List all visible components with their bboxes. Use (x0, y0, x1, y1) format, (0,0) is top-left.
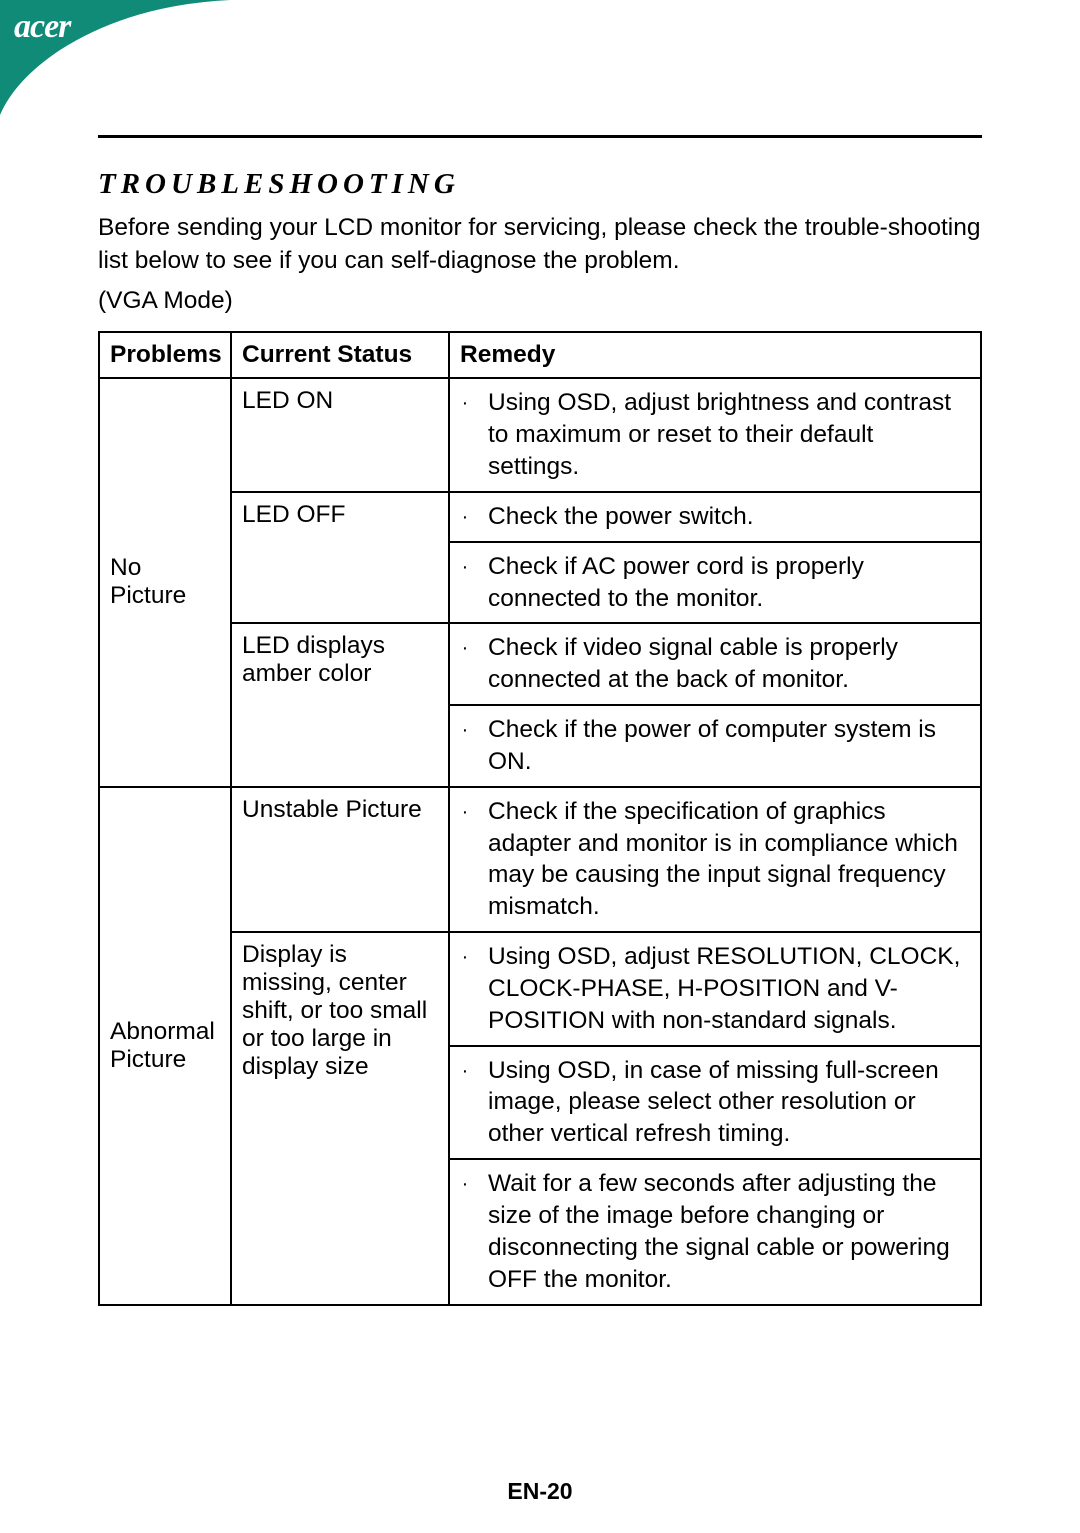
remedy-text: Check the power switch. (488, 501, 970, 533)
section-title: TROUBLESHOOTING (98, 168, 982, 201)
remedy-text: Using OSD, adjust RESOLUTION, CLOCK, CLO… (488, 941, 970, 1037)
remedy-text: Check if video signal cable is properly … (488, 632, 970, 696)
header-status: Current Status (231, 332, 449, 378)
table-row: LED OFF ·Check the power switch. (99, 492, 981, 542)
remedy-text: Check if the power of computer system is… (488, 714, 970, 778)
cell-status: Unstable Picture (231, 787, 449, 932)
table-row: No Picture LED ON ·Using OSD, adjust bri… (99, 378, 981, 492)
remedy-text: Check if the specification of graphics a… (488, 796, 970, 923)
cell-remedy: ·Using OSD, adjust RESOLUTION, CLOCK, CL… (449, 932, 981, 1046)
cell-remedy: ·Check if the specification of graphics … (449, 787, 981, 932)
cell-remedy: ·Using OSD, adjust brightness and contra… (449, 378, 981, 492)
cell-remedy: ·Check the power switch. (449, 492, 981, 542)
cell-status: LED ON (231, 378, 449, 492)
cell-problem: Abnormal Picture (99, 787, 231, 1305)
remedy-text: Check if AC power cord is properly conne… (488, 551, 970, 615)
remedy-text: Using OSD, in case of missing full-scree… (488, 1055, 970, 1151)
content-area: TROUBLESHOOTING Before sending your LCD … (98, 115, 982, 1306)
brand-logo: acer (14, 8, 70, 46)
cell-status: Display is missing, center shift, or too… (231, 932, 449, 1304)
cell-status: LED OFF (231, 492, 449, 624)
remedy-text: Using OSD, adjust brightness and contras… (488, 387, 970, 483)
header-remedy: Remedy (449, 332, 981, 378)
table-row: Abnormal Picture Unstable Picture ·Check… (99, 787, 981, 932)
cell-remedy: ·Using OSD, in case of missing full-scre… (449, 1046, 981, 1160)
cell-problem: No Picture (99, 378, 231, 787)
cell-remedy: ·Check if AC power cord is properly conn… (449, 542, 981, 624)
divider (98, 135, 982, 138)
table-row: Display is missing, center shift, or too… (99, 932, 981, 1046)
cell-remedy: ·Check if the power of computer system i… (449, 705, 981, 787)
table-header-row: Problems Current Status Remedy (99, 332, 981, 378)
troubleshooting-table: Problems Current Status Remedy No Pictur… (98, 331, 982, 1305)
remedy-text: Wait for a few seconds after adjusting t… (488, 1168, 970, 1295)
intro-text: Before sending your LCD monitor for serv… (98, 211, 982, 277)
table-row: LED displays amber color ·Check if video… (99, 623, 981, 705)
mode-label: (VGA Mode) (98, 287, 982, 315)
header-problems: Problems (99, 332, 231, 378)
cell-status: LED displays amber color (231, 623, 449, 786)
cell-remedy: ·Check if video signal cable is properly… (449, 623, 981, 705)
page-number: EN-20 (0, 1478, 1080, 1505)
cell-remedy: ·Wait for a few seconds after adjusting … (449, 1159, 981, 1304)
